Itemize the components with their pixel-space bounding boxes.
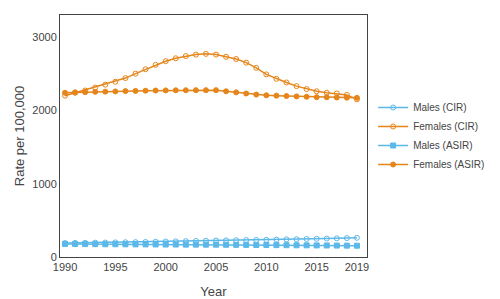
svg-text:1990: 1990 — [53, 261, 77, 273]
svg-text:Females (CIR): Females (CIR) — [413, 121, 478, 132]
svg-text:Males (CIR): Males (CIR) — [413, 102, 466, 113]
svg-text:0: 0 — [51, 251, 57, 263]
svg-text:1000: 1000 — [32, 178, 56, 190]
svg-text:1995: 1995 — [103, 261, 127, 273]
svg-text:2000: 2000 — [32, 104, 56, 116]
svg-text:2015: 2015 — [304, 261, 328, 273]
svg-text:2000: 2000 — [153, 261, 177, 273]
svg-text:2019: 2019 — [345, 261, 369, 273]
svg-text:2010: 2010 — [254, 261, 278, 273]
svg-text:Year: Year — [200, 284, 227, 299]
svg-text:2005: 2005 — [204, 261, 228, 273]
svg-text:Females (ASIR): Females (ASIR) — [413, 159, 484, 170]
svg-text:3000: 3000 — [32, 31, 56, 43]
svg-text:Males (ASIR): Males (ASIR) — [413, 140, 472, 151]
svg-text:Rate per 100,000: Rate per 100,000 — [12, 86, 27, 186]
